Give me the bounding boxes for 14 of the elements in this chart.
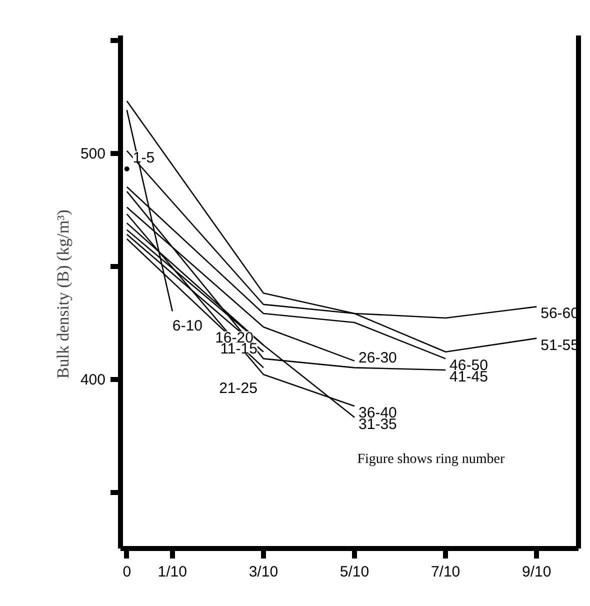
annotation: Figure shows ring number: [357, 452, 505, 468]
y-tick-label: 400: [80, 372, 106, 389]
x-tick-label: 0: [122, 564, 132, 580]
y-tick-label: 500: [80, 146, 106, 163]
x-tick-label: 5/10: [340, 564, 370, 580]
x-tick-label: 7/10: [430, 564, 460, 580]
x-tick-label: 3/10: [248, 564, 278, 580]
x-tick-label: 1/10: [158, 564, 188, 580]
series-label: 6-10: [172, 318, 202, 335]
y-axis-title: Bulk density (B) (kg/m³): [53, 210, 72, 379]
series-label: 26-30: [358, 349, 397, 366]
x-tick-label: 9/10: [522, 564, 552, 580]
series-label: 21-25: [219, 380, 258, 398]
series-label: 1-5: [132, 149, 155, 166]
